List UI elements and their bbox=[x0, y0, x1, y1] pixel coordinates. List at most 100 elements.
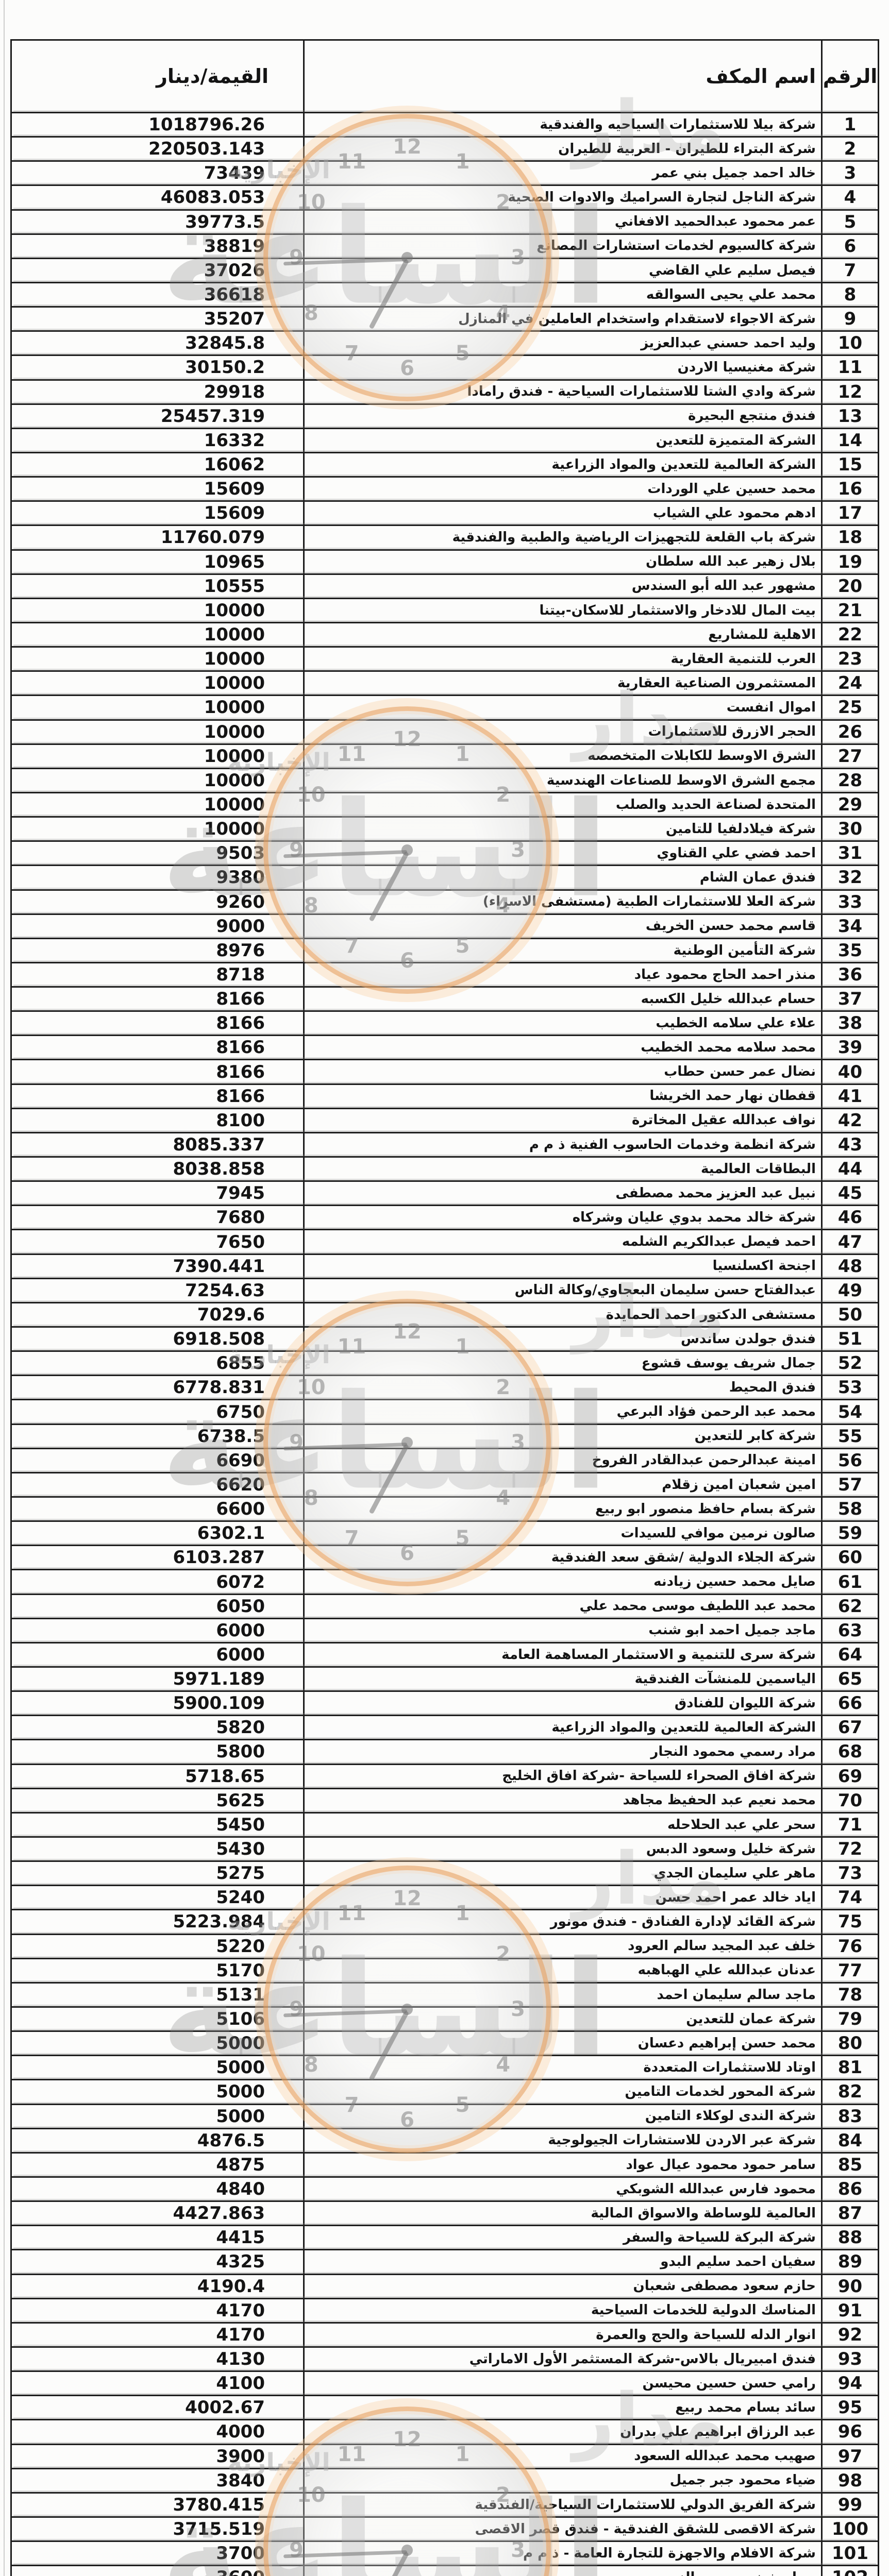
table-row: 18 شركة باب القلعة للتجهيزات الرياضية وال… bbox=[12, 524, 878, 549]
value-dinar: 3840 bbox=[12, 2469, 303, 2492]
value-dinar: 5000 bbox=[12, 2056, 303, 2079]
taxpayer-name: مستشفى الدكتور احمد الحمايدة bbox=[303, 1303, 821, 1327]
row-number: 79 bbox=[821, 2007, 878, 2031]
value-dinar: 37026 bbox=[12, 259, 303, 282]
row-number: 25 bbox=[821, 696, 878, 719]
table-row: 100 شركة الاقصى للشقق الفندقية - فندق قصر… bbox=[12, 2516, 878, 2541]
value-dinar-text: 7650 bbox=[216, 1231, 265, 1252]
table-row: 83 شركة الندى لوكلاء التامين 5000 bbox=[12, 2103, 878, 2128]
table-row: 21 بيت المال للادخار والاستثمار للاسكان-ب… bbox=[12, 597, 878, 622]
value-dinar-text: 5275 bbox=[216, 1863, 265, 1884]
value-dinar: 8976 bbox=[12, 939, 303, 962]
table-row: 71 سحر علي عبد الحلاحله 5450 bbox=[12, 1811, 878, 1836]
table-row: 102بسام خضر محمود الزيود 3600 bbox=[12, 2565, 878, 2576]
taxpayer-name: المستثمرون الصناعية العقارية bbox=[303, 672, 821, 695]
value-dinar: 9260 bbox=[12, 891, 303, 913]
row-number: 78 bbox=[821, 1983, 878, 2006]
taxpayer-name: بيت المال للادخار والاستثمار للاسكان-بيت… bbox=[303, 599, 821, 622]
table-row: 53 فندق المحيط 6778.831 bbox=[12, 1375, 878, 1399]
taxpayer-name: خالد احمد جميل بني عمر bbox=[303, 162, 821, 185]
value-dinar-text: 4190.4 bbox=[197, 2276, 265, 2297]
row-number: 55 bbox=[821, 1425, 878, 1448]
table-row: 43 شركة انظمة وخدمات الحاسوب الفنية ذ م م… bbox=[12, 1131, 878, 1157]
value-dinar: 10000 bbox=[12, 623, 303, 646]
row-number: 58 bbox=[821, 1498, 878, 1521]
taxpayer-name: فيصل سليم علي القاضي bbox=[303, 259, 821, 282]
value-dinar: 8166 bbox=[12, 1060, 303, 1083]
taxpayer-name: فندق امبيريال بالاس-شركة المستثمر الأول … bbox=[303, 2347, 821, 2371]
value-dinar-text: 5718.65 bbox=[185, 1766, 265, 1787]
value-dinar: 5131 bbox=[12, 1984, 303, 2006]
table-row: 33 شركة العلا للاستثمارات الطبية (مستشفى … bbox=[12, 889, 878, 913]
taxpayer-name: شركة الندى لوكلاء التامين bbox=[303, 2105, 821, 2128]
row-number: 74 bbox=[821, 1886, 878, 1909]
taxpayer-name: اوتاد للاستثمارات المتعددة bbox=[303, 2056, 821, 2079]
table-row: 47 احمد فيصل عبدالكريم الشلمه 7650 bbox=[12, 1229, 878, 1253]
value-dinar-text: 7390.441 bbox=[173, 1256, 265, 1277]
value-dinar: 9503 bbox=[12, 842, 303, 865]
value-dinar-text: 5000 bbox=[216, 2081, 265, 2103]
taxpayer-name: محمد عبد اللطيف موسى محمد علي bbox=[303, 1595, 821, 1618]
table-header-row: الرقم اسم المكف القيمة/دينار bbox=[12, 41, 878, 112]
value-dinar: 10000 bbox=[12, 648, 303, 670]
table-row: 91 المناسك الدولية للخدمات السياحية 4170 bbox=[12, 2297, 878, 2322]
value-dinar: 6103.287 bbox=[12, 1546, 303, 1569]
row-number: 84 bbox=[821, 2129, 878, 2152]
value-dinar: 29918 bbox=[12, 381, 303, 403]
taxpayer-name: شركة البتراء للطيران - العربية للطيران bbox=[303, 138, 821, 161]
value-dinar: 5430 bbox=[12, 1838, 303, 1860]
table-row: 20 مشهور عبد الله أبو السندس 10555 bbox=[12, 573, 878, 598]
row-number: 34 bbox=[821, 914, 878, 938]
table-row: 69 شركة افاق الصحراء للسياحة -شركة افاق ا… bbox=[12, 1763, 878, 1788]
value-dinar-text: 6600 bbox=[216, 1499, 265, 1520]
value-dinar-text: 6918.508 bbox=[173, 1329, 265, 1350]
row-number: 96 bbox=[821, 2420, 878, 2444]
value-dinar-text: 15609 bbox=[204, 503, 265, 524]
row-number: 38 bbox=[821, 1012, 878, 1035]
value-dinar-text: 9260 bbox=[216, 891, 265, 912]
taxpayer-name: المتحدة لصناعة الحديد والصلب bbox=[303, 793, 821, 817]
row-number: 24 bbox=[821, 672, 878, 695]
value-dinar: 10000 bbox=[12, 818, 303, 840]
taxpayer-name: العالمية للوساطة والاسواق المالية bbox=[303, 2202, 821, 2225]
value-dinar: 16062 bbox=[12, 453, 303, 476]
taxpayer-name: منذر احمد الحاج محمود عياد bbox=[303, 963, 821, 987]
value-dinar: 6000 bbox=[12, 1643, 303, 1666]
table-row: 59 صالون نرمين موافي للسيدات 6302.1 bbox=[12, 1520, 878, 1545]
value-dinar: 1018796.26 bbox=[12, 113, 303, 136]
value-dinar: 5170 bbox=[12, 1959, 303, 1982]
table-row: 85 سامر حمود محمود عيال عواد 4875 bbox=[12, 2151, 878, 2176]
value-dinar-text: 73439 bbox=[204, 163, 265, 184]
row-number: 28 bbox=[821, 769, 878, 792]
taxpayer-name: الشركة المتميزة للتعدين bbox=[303, 429, 821, 452]
taxpayer-name: فندق منتجع البحيرة bbox=[303, 404, 821, 428]
table-row: 96 عبد الرزاق ابراهيم علي بدران 4000 bbox=[12, 2419, 878, 2444]
value-dinar-text: 8166 bbox=[216, 989, 265, 1010]
value-dinar-text: 4415 bbox=[216, 2227, 265, 2248]
taxpayer-name: صالون نرمين موافي للسيدات bbox=[303, 1522, 821, 1545]
value-dinar-text: 5900.109 bbox=[173, 1693, 265, 1714]
value-dinar-text: 3700 bbox=[216, 2543, 265, 2564]
row-number: 92 bbox=[821, 2323, 878, 2346]
table-row: 5 عمر محمود عبدالحميد الافغاني 39773.5 bbox=[12, 209, 878, 233]
value-dinar: 3600 bbox=[12, 2566, 303, 2576]
taxpayer-name: محمد عبد الرحمن فؤاد البرعي bbox=[303, 1400, 821, 1423]
table-row: 17 ادهم محمود علي الشياب 15609 bbox=[12, 500, 878, 525]
table-row: 51 فندق جولدن ساندس 6918.508 bbox=[12, 1326, 878, 1351]
row-number: 37 bbox=[821, 988, 878, 1011]
taxpayer-name: وليد احمد حسني عبدالعزيز bbox=[303, 332, 821, 355]
row-number: 69 bbox=[821, 1765, 878, 1788]
table-row: 72 شركة خليل وسعود الدبس 5430 bbox=[12, 1836, 878, 1861]
value-dinar-text: 10000 bbox=[204, 819, 265, 840]
taxpayer-name: محمد نعيم عبد الحفيظ مجاهد bbox=[303, 1789, 821, 1812]
row-number: 65 bbox=[821, 1668, 878, 1691]
header-number: الرقم bbox=[821, 41, 878, 112]
value-dinar: 7029.6 bbox=[12, 1303, 303, 1326]
taxpayer-name: شركة التأمين الوطنية bbox=[303, 939, 821, 962]
row-number: 89 bbox=[821, 2250, 878, 2274]
value-dinar-text: 16062 bbox=[204, 454, 265, 476]
value-dinar-text: 8976 bbox=[216, 940, 265, 961]
value-dinar-text: 15609 bbox=[204, 479, 265, 500]
value-dinar-text: 37026 bbox=[204, 260, 265, 281]
value-dinar-text: 10965 bbox=[204, 551, 265, 572]
